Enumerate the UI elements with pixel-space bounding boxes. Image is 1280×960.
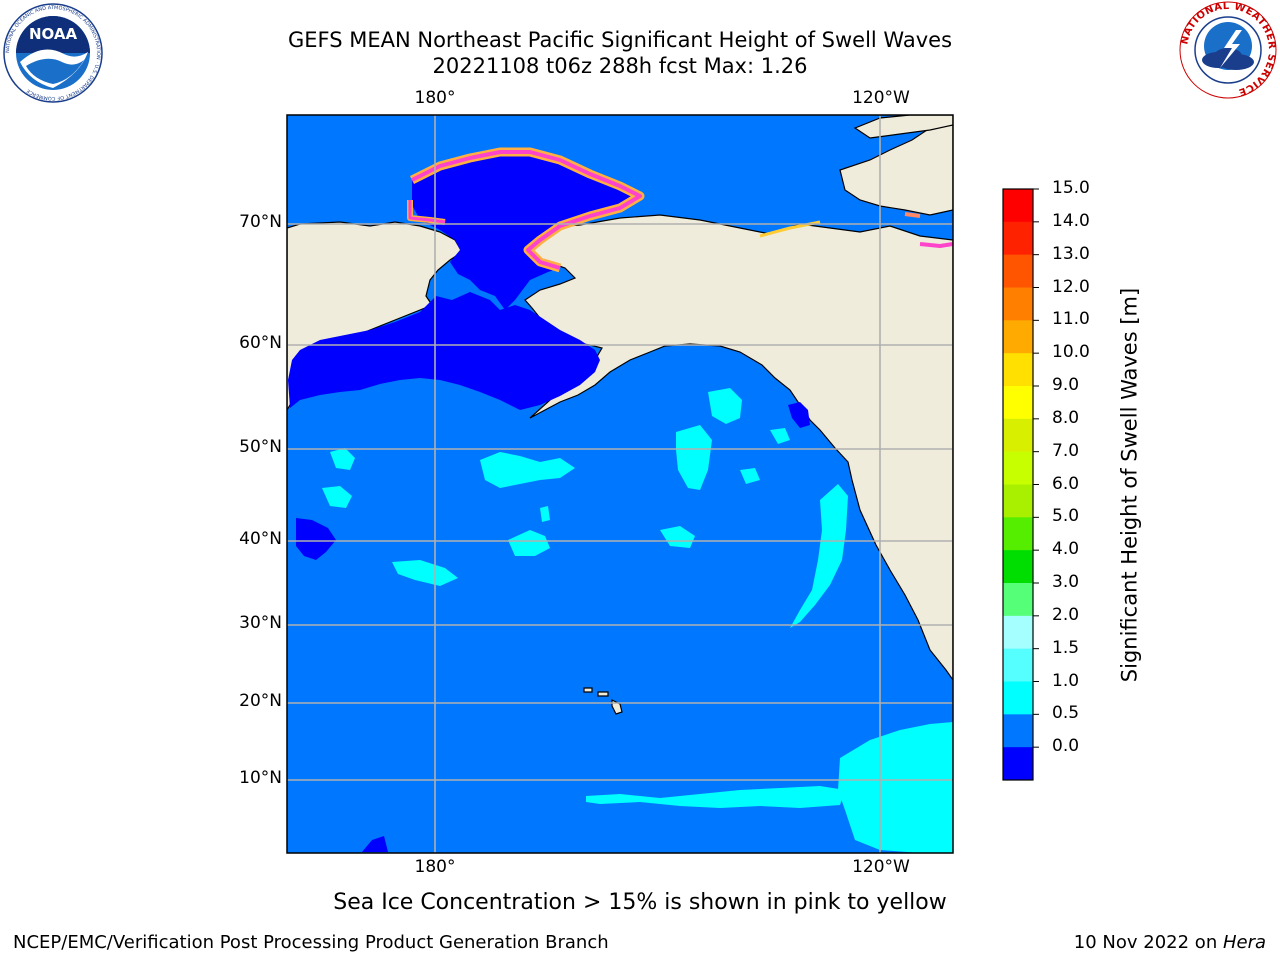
footer-credit: NCEP/EMC/Verification Post Processing Pr… (13, 932, 609, 953)
colorbar-tick-label: 1.5 (1052, 637, 1080, 658)
colorbar-tick-label: 10.0 (1052, 342, 1090, 363)
colorbar-cell (1003, 615, 1033, 650)
colorbar-cell (1003, 747, 1033, 781)
colorbar-tick-label: 0.5 (1052, 703, 1080, 724)
colorbar-cell (1003, 287, 1033, 321)
lat-label-40n: 40°N (239, 529, 282, 549)
lon-label-bottom-120w: 120°W (852, 857, 910, 877)
colorbar-tick-label: 2.0 (1052, 604, 1080, 625)
colorbar-tick-label: 4.0 (1052, 539, 1080, 560)
colorbar-cell (1003, 484, 1033, 518)
lat-label-10n: 10°N (239, 768, 282, 788)
colorbar-tick-label: 15.0 (1052, 178, 1090, 198)
colorbar-tick-label: 7.0 (1052, 440, 1080, 461)
lon-label-top-120w: 120°W (852, 88, 910, 108)
colorbar-tick-label: 5.0 (1052, 506, 1080, 527)
colorbar-cell (1003, 714, 1033, 748)
colorbar-tick-label: 11.0 (1052, 309, 1090, 330)
chart-title: GEFS MEAN Northeast Pacific Significant … (287, 28, 953, 52)
colorbar-cell (1003, 353, 1033, 387)
colorbar-tick-label: 14.0 (1052, 210, 1090, 231)
swell-1-0-1-5-regions (322, 388, 953, 853)
chart-subtitle: 20221108 t06z 288h fcst Max: 1.26 (432, 54, 808, 78)
colorbar (1003, 189, 1033, 781)
colorbar-cell (1003, 418, 1033, 453)
swell-0-0-5-regions (288, 152, 810, 852)
footer-date-text: 10 Nov 2022 on (1073, 932, 1223, 953)
noaa-logo-text: NOAA (29, 25, 78, 43)
lat-label-30n: 30°N (239, 613, 282, 633)
colorbar-tick-label: 6.0 (1052, 473, 1080, 494)
lat-label-20n: 20°N (239, 691, 282, 711)
footer-date: 10 Nov 2022 on Hera (1074, 932, 1266, 953)
lon-label-bottom-180: 180° (414, 857, 456, 877)
colorbar-cell (1003, 221, 1033, 256)
colorbar-cell (1003, 583, 1033, 617)
colorbar-cell (1003, 320, 1033, 354)
colorbar-cell (1003, 517, 1033, 551)
land-canadian-arctic (839, 117, 953, 216)
colorbar-tick-label: 12.0 (1052, 276, 1090, 297)
sea-ice-note: Sea Ice Concentration > 15% is shown in … (333, 890, 947, 915)
colorbar-cell (1003, 648, 1033, 682)
colorbar-cell (1003, 681, 1033, 715)
colorbar-tick-label: 9.0 (1052, 375, 1080, 395)
colorbar-cell (1003, 451, 1033, 485)
colorbar-cell (1003, 189, 1033, 223)
noaa-logo: NOAA NATIONAL OCEANIC AND ATMOSPHERIC AD… (3, 3, 103, 103)
colorbar-label: Significant Height of Swell Waves [m] (1117, 287, 1142, 683)
nws-logo: NATIONAL WEATHER SERVICE (1179, 1, 1277, 99)
colorbar-cell (1003, 550, 1033, 584)
colorbar-tick-label: 1.0 (1052, 670, 1080, 691)
footer-host: Hera (1222, 932, 1266, 953)
colorbar-tick-label: 3.0 (1052, 572, 1080, 592)
colorbar-tick-label: 13.0 (1052, 243, 1090, 264)
map-frame (286, 114, 954, 854)
colorbar-cell (1003, 254, 1033, 288)
lat-label-70n: 70°N (239, 212, 282, 232)
colorbar-tick-label: 8.0 (1052, 407, 1080, 428)
colorbar-cell (1003, 386, 1033, 420)
colorbar-tick-label: 0.0 (1052, 736, 1080, 757)
lon-label-top-180: 180° (414, 88, 456, 108)
graticule (287, 115, 953, 853)
lat-label-60n: 60°N (239, 333, 282, 353)
lat-label-50n: 50°N (239, 437, 282, 457)
